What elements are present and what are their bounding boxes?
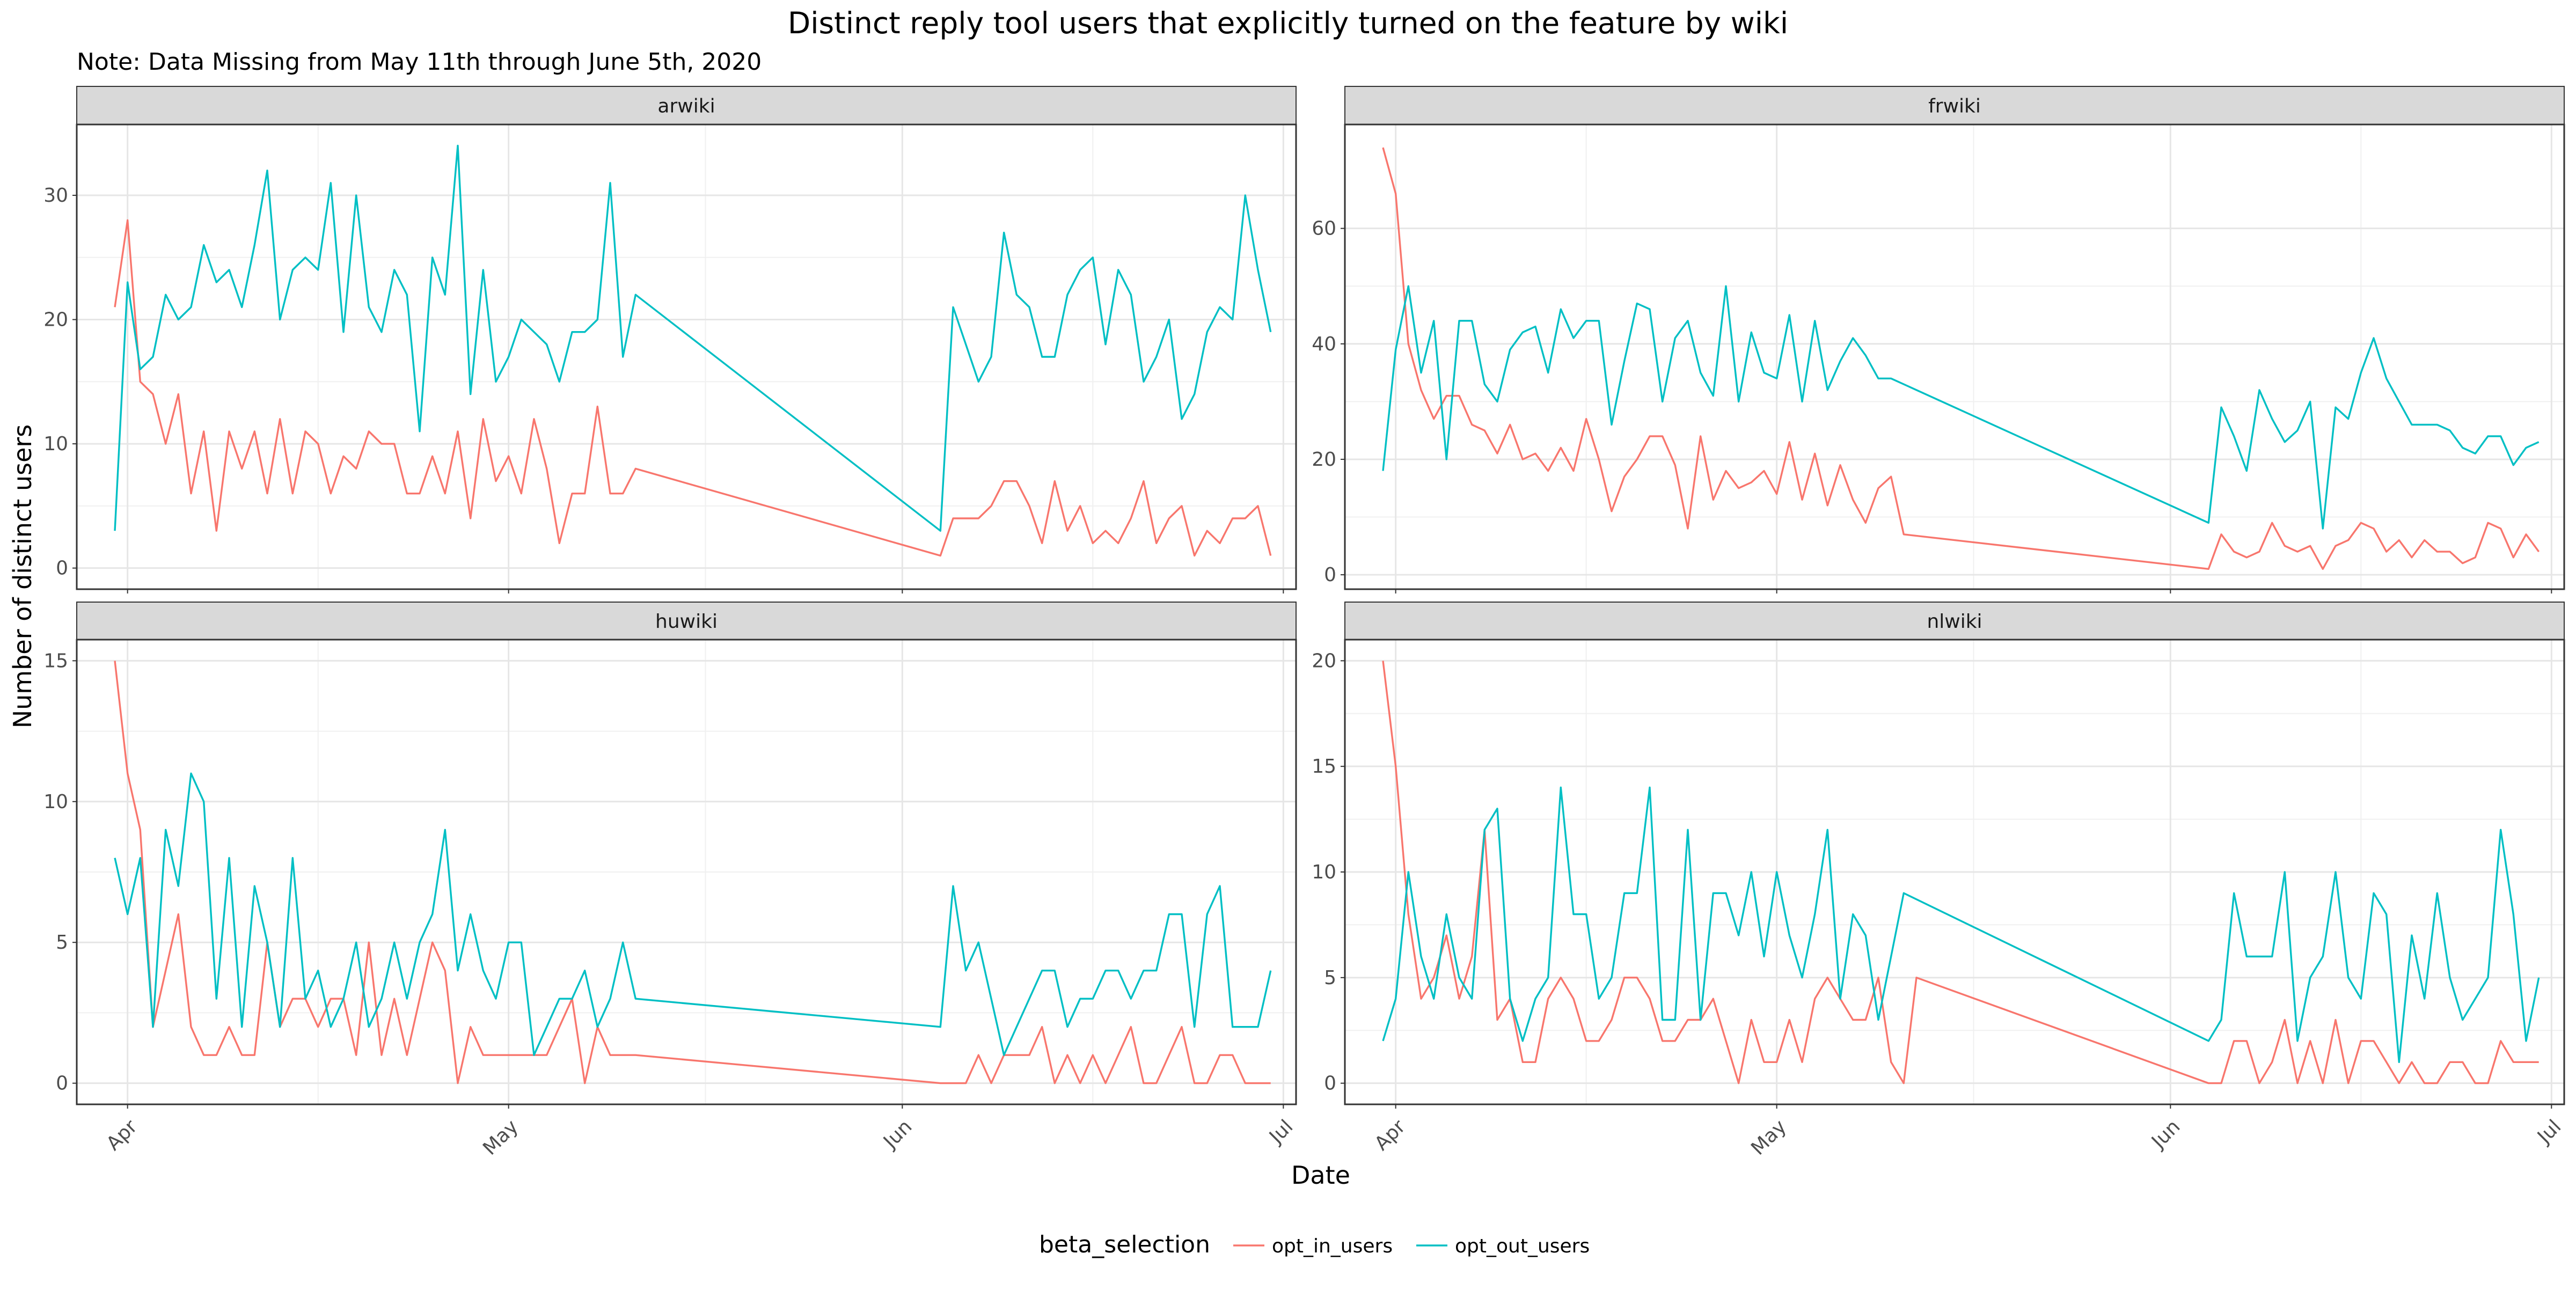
facet-strip [1344,86,2565,125]
facet-strip-label: nlwiki [1927,611,1982,633]
y-tick-label: 20 [43,309,68,331]
chart-title: Distinct reply tool users that explicitl… [788,6,1788,40]
y-tick-label: 5 [1324,967,1336,989]
y-tick-label: 30 [43,185,68,207]
y-tick-label: 20 [1312,650,1336,672]
series-line-opt_in_users [114,219,1272,557]
y-tick-label: 10 [1312,861,1336,883]
legend: beta_selection opt_in_users opt_out_users [1039,1231,1590,1258]
y-tick-label: 15 [43,650,68,672]
y-tick-label: 0 [56,1073,68,1095]
legend-label-opt_in_users: opt_in_users [1272,1235,1393,1257]
facet-panels: arwiki0102030frwiki0204060huwiki051015Ap… [43,86,2565,1160]
series-line-opt_in_users [1382,147,2540,570]
y-axis-title: Number of distinct users [8,424,37,729]
facet-strip-label: frwiki [1928,96,1981,118]
y-tick-label: 0 [1324,564,1336,586]
legend-label-opt_out_users: opt_out_users [1455,1235,1590,1257]
y-tick-label: 5 [56,932,68,954]
y-tick-label: 0 [1324,1073,1336,1095]
panel-background [77,124,1296,589]
panel-border [1344,123,2565,590]
y-tick-label: 40 [1312,333,1336,355]
facet-strip [76,86,1297,125]
series-line-opt_in_users [114,661,1271,1084]
x-axis-title: Date [1291,1161,1350,1190]
facet-strip [1344,602,2565,640]
series-line-opt_out_users [114,772,1272,1056]
facet-strip [76,602,1297,640]
series-line-opt_out_users [1382,285,2540,530]
panel-background [1345,124,2564,589]
y-tick-label: 15 [1312,756,1336,778]
series-line-opt_out_users [1382,786,2540,1063]
y-tick-label: 10 [43,791,68,813]
chart-subtitle: Note: Data Missing from May 11th through… [77,48,762,76]
legend-title: beta_selection [1039,1231,1210,1258]
panel-border [1344,639,2565,1105]
panel-frwiki: frwiki 0 20 40 60 [1312,86,2565,593]
panel-arwiki: arwiki 0 10 20 30 [43,86,1297,593]
panel-border [76,639,1297,1105]
series-line-opt_out_users [114,144,1272,532]
y-tick-label: 60 [1312,218,1336,240]
y-tick-label: 20 [1312,449,1336,471]
facet-strip-label: huwiki [655,611,718,633]
y-tick-label: 10 [43,433,68,455]
y-tick-label: 0 [56,558,68,580]
series-line-opt_in_users [1382,661,2539,1084]
facet-strip-label: arwiki [657,96,715,118]
panel-border [76,123,1297,590]
